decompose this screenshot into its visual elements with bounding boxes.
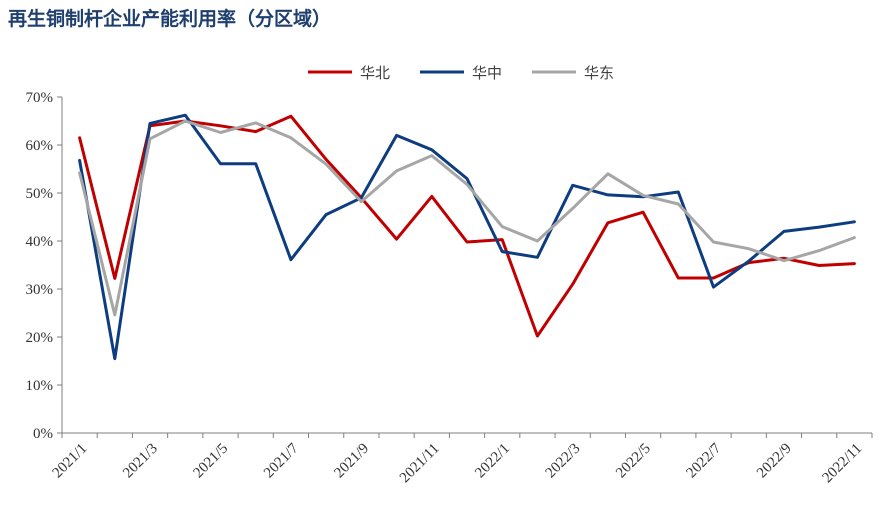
x-tick-label: 2021/3 [120,441,161,482]
y-tick-label: 30% [26,282,54,298]
series-line-1 [78,114,856,338]
x-tick-label: 2022/3 [543,441,584,482]
y-tick-label: 50% [26,186,54,202]
legend-label-1: 华北 [360,64,390,82]
chart-title: 再生铜制杆企业产能利用率（分区域） [8,8,332,30]
x-tick-label: 2022/11 [820,441,866,487]
y-tick-label: 70% [26,90,54,106]
y-tick-label: 60% [26,138,54,154]
y-tick-label: 20% [26,330,54,346]
axes: 0% 10% 20% 30% 40% 50% 60% 70% 2021/1 2021/3 2021/… [26,90,873,486]
y-tick-label: 40% [26,234,54,250]
y-tick-label: 0% [33,426,53,442]
x-tick-label: 2022/1 [472,441,513,482]
x-tick-label: 2021/1 [50,441,91,482]
y-tick-label: 10% [26,378,54,394]
x-tick-label: 2021/5 [191,441,232,482]
legend: 华北 华中 华东 [308,64,614,82]
legend-label-2: 华中 [472,64,502,82]
x-tick-label: 2022/5 [613,441,654,482]
series-line-2 [78,113,856,361]
legend-label-3: 华东 [584,64,614,82]
x-tick-label: 2021/7 [261,440,302,481]
x-tick-label: 2022/7 [684,440,725,481]
x-tick-label: 2021/9 [331,441,372,482]
x-tick-label: 2021/11 [397,441,443,487]
x-tick-label: 2022/9 [754,441,795,482]
plot-area [78,113,856,361]
series-line-3 [78,119,856,317]
